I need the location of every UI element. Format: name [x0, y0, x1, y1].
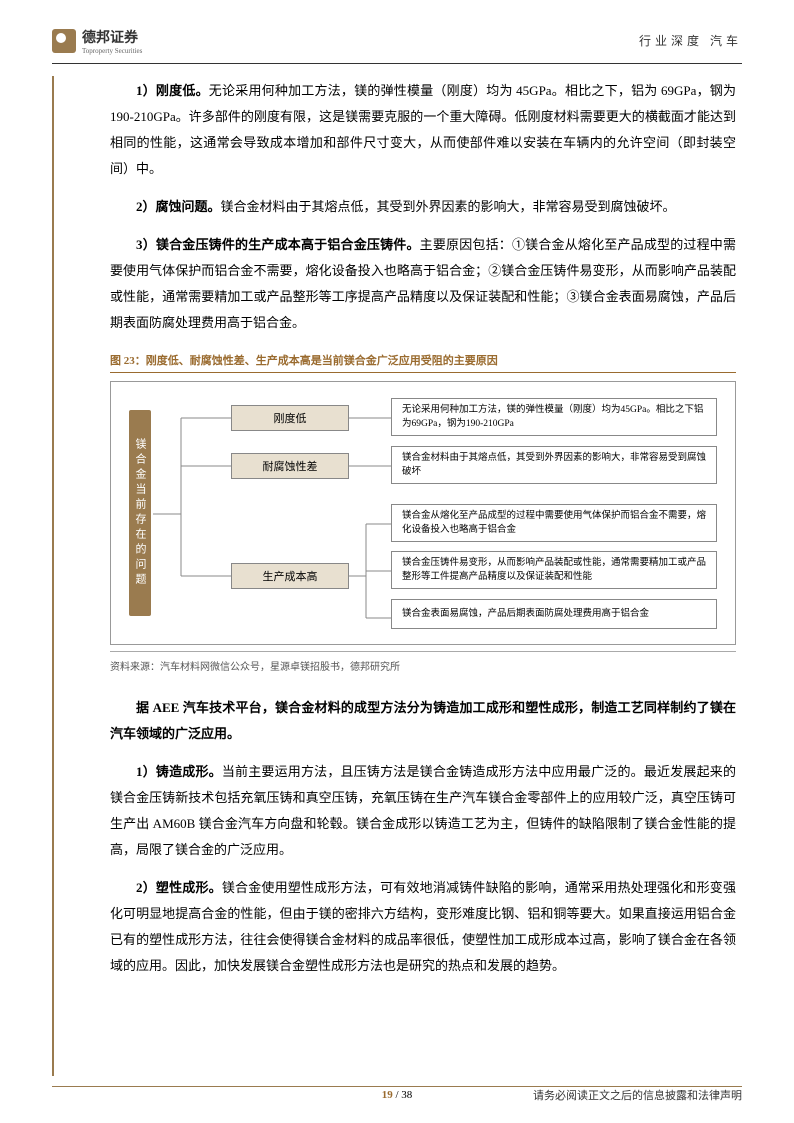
figure-title: 图 23：刚度低、耐腐蚀性差、生产成本高是当前镁合金广泛应用受阻的主要原因 [110, 352, 736, 373]
para-2-body: 镁合金材料由于其熔点低，其受到外界因素的影响大，非常容易受到腐蚀破坏。 [221, 199, 676, 214]
para-4: 据 AEE 汽车技术平台，镁合金材料的成型方法分为铸造加工成形和塑性成形，制造工… [110, 695, 736, 747]
para-1: 1）刚度低。无论采用何种加工方法，镁的弹性模量（刚度）均为 45GPa。相比之下… [110, 78, 736, 182]
diagram-nodes-column: 刚度低 耐腐蚀性差 生产成本高 [231, 396, 351, 630]
page-header: 德邦证券 Toproperty Securities 行业深度 汽车 [52, 24, 742, 64]
diagram-desc-3: 镁合金从熔化至产品成型的过程中需要使用气体保护而铝合金不需要，熔化设备投入也略高… [391, 504, 717, 542]
page-current: 19 [382, 1089, 393, 1101]
para-3-lead: 3）镁合金压铸件的生产成本高于铝合金压铸件。 [136, 237, 420, 252]
para-1-lead: 1）刚度低。 [136, 83, 209, 98]
diagram-root-label: 镁合金当前存在的问题 [129, 410, 151, 616]
diagram-node-2: 耐腐蚀性差 [231, 453, 349, 479]
page-footer: 19 / 38 请务必阅读正文之后的信息披露和法律声明 [52, 1086, 742, 1095]
para-5-lead: 1）铸造成形。 [136, 764, 222, 779]
main-content: 1）刚度低。无论采用何种加工方法，镁的弹性模量（刚度）均为 45GPa。相比之下… [110, 78, 736, 991]
logo-text-cn: 德邦证券 [82, 31, 138, 46]
footer-disclaimer: 请务必阅读正文之后的信息披露和法律声明 [533, 1087, 742, 1103]
logo-text-en: Toproperty Securities [82, 47, 142, 55]
side-accent-line [52, 76, 54, 1076]
diagram-desc-column: 无论采用何种加工方法，镁的弹性模量（刚度）均为45GPa。相比之下铝为69GPa… [391, 396, 717, 630]
header-category: 行业深度 汽车 [639, 32, 742, 49]
header-cat1: 行业深度 [639, 34, 703, 48]
diagram-desc-5: 镁合金表面易腐蚀，产品后期表面防腐处理费用高于铝合金 [391, 599, 717, 629]
figure-source: 资料来源：汽车材料网微信公众号，星源卓镁招股书，德邦研究所 [110, 651, 736, 673]
figure-diagram: 镁合金当前存在的问题 刚度低 耐腐蚀性差 生产成本高 [110, 381, 736, 645]
page-number: 19 / 38 [382, 1089, 413, 1101]
diagram-desc-2: 镁合金材料由于其熔点低，其受到外界因素的影响大，非常容易受到腐蚀破坏 [391, 446, 717, 484]
para-2-lead: 2）腐蚀问题。 [136, 199, 221, 214]
para-4-lead: 据 AEE 汽车技术平台，镁合金材料的成型方法分为铸造加工成形和塑性成形，制造工… [110, 700, 736, 741]
header-cat2: 汽车 [710, 34, 742, 48]
diagram-desc-4: 镁合金压铸件易变形，从而影响产品装配或性能，通常需要精加工或产品整形等工件提高产… [391, 551, 717, 589]
logo: 德邦证券 Toproperty Securities [52, 27, 142, 55]
logo-icon [52, 29, 76, 53]
para-3: 3）镁合金压铸件的生产成本高于铝合金压铸件。主要原因包括：①镁合金从熔化至产品成… [110, 232, 736, 336]
para-2: 2）腐蚀问题。镁合金材料由于其熔点低，其受到外界因素的影响大，非常容易受到腐蚀破… [110, 194, 736, 220]
para-5: 1）铸造成形。当前主要运用方法，且压铸方法是镁合金铸造成形方法中应用最广泛的。最… [110, 759, 736, 863]
para-6: 2）塑性成形。镁合金使用塑性成形方法，可有效地消减铸件缺陷的影响，通常采用热处理… [110, 875, 736, 979]
diagram-node-1: 刚度低 [231, 405, 349, 431]
diagram-node-3: 生产成本高 [231, 563, 349, 589]
page-total: 38 [401, 1089, 412, 1101]
para-6-lead: 2）塑性成形。 [136, 880, 222, 895]
diagram-desc-1: 无论采用何种加工方法，镁的弹性模量（刚度）均为45GPa。相比之下铝为69GPa… [391, 398, 717, 436]
